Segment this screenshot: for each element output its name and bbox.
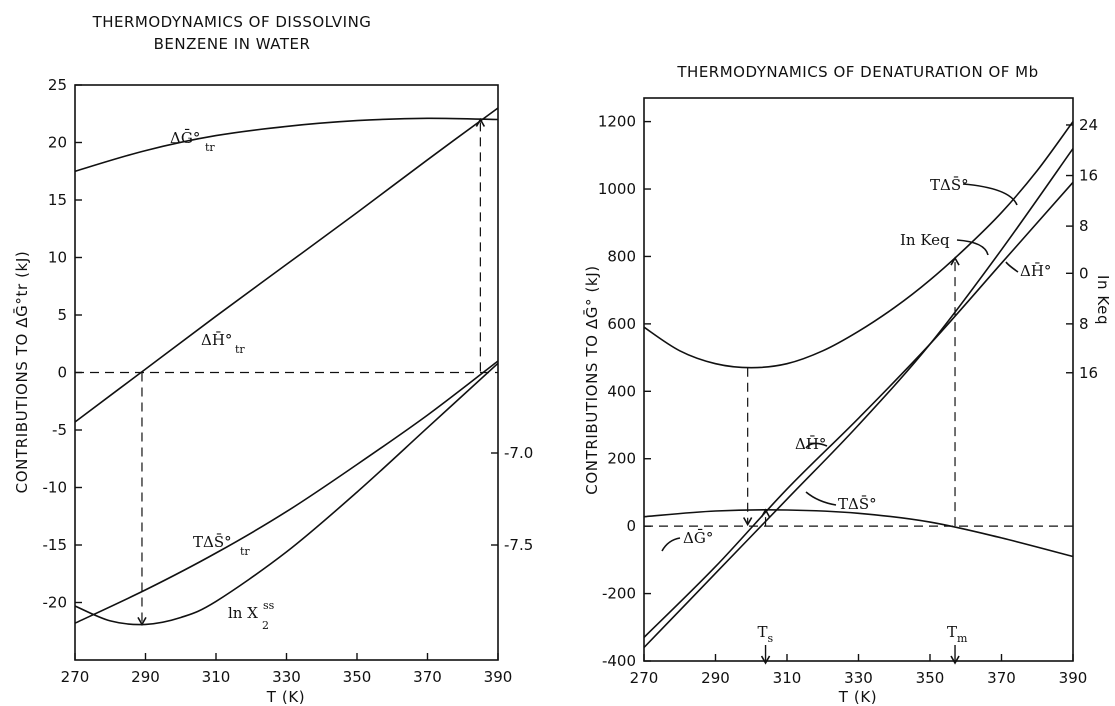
chart1-curves <box>74 107 499 626</box>
c1-x-tick-label: 290 <box>131 668 160 686</box>
chart2-label-lnK: In Keq <box>900 231 950 249</box>
chart2-right-axis-label: In Keq <box>1094 275 1112 325</box>
c2-series-lnK <box>643 121 1074 369</box>
c1-x-tick-label: 390 <box>484 668 513 686</box>
chart2-title: THERMODYNAMICS OF DENATURATION OF Mb <box>676 63 1038 81</box>
chart1-y-axis-label: CONTRIBUTIONS TO ΔḠ°tr (kJ) <box>13 251 31 494</box>
chart2-axes: 270 290 310 330 350 370 390 -400 -200 0 200 400 600 8… <box>598 113 1098 687</box>
c2-y-tick-label: 0 <box>626 517 636 535</box>
c1-series-dG <box>74 117 499 173</box>
chart1-x-axis-label: T (K) <box>266 688 305 706</box>
c2-guide-arrowhead <box>742 517 753 527</box>
c1-series-TdS <box>74 360 499 624</box>
chart2-curves <box>643 121 1074 649</box>
c2-y-tick-label: 200 <box>607 450 636 468</box>
c1-right-tick-label: -7.5 <box>504 536 533 554</box>
c2-y-tick-label: -200 <box>602 585 636 603</box>
chart2-pointer-lnK <box>956 239 989 256</box>
c2-right-tick-label: 24 <box>1079 116 1098 134</box>
c1-series-dH <box>74 107 499 423</box>
c1-y-tick-label: 20 <box>48 134 67 152</box>
chart-benzene: THERMODYNAMICS OF DISSOLVING BENZENE IN … <box>13 13 533 706</box>
c1-x-tick-label: 370 <box>413 668 442 686</box>
c1-right-tick-label: -7.0 <box>504 444 533 462</box>
c1-y-tick-label: -10 <box>43 479 68 497</box>
c1-y-tick-label: 15 <box>48 191 67 209</box>
c1-x-tick-label: 350 <box>343 668 372 686</box>
c2-marker-s-label: T <box>758 623 768 641</box>
c2-y-tick-label: 400 <box>607 382 636 400</box>
c1-y-tick-label: 10 <box>48 249 67 267</box>
c2-marker-m-arrowhead <box>950 655 960 665</box>
chart2-y-axis-label: CONTRIBUTIONS TO ΔḠ° (kJ) <box>583 265 601 494</box>
c2-y-tick-label: 800 <box>607 247 636 265</box>
c2-marker-s-arrowhead <box>760 655 771 665</box>
c2-series-TdS2 <box>643 148 1074 649</box>
c2-x-tick-label: 310 <box>773 669 802 687</box>
chart2-label-dH-upper: ΔH̄° <box>1020 262 1051 280</box>
chart2-pointer-dG <box>661 537 681 552</box>
chart1-label-lnX: ln X 2 ss <box>228 599 275 632</box>
chart1-guides <box>75 117 498 626</box>
c2-y-tick-label: 600 <box>607 315 636 333</box>
c1-y-tick-label: -5 <box>52 421 67 439</box>
c2-x-tick-label: 270 <box>630 669 659 687</box>
c2-y-tick-label: -400 <box>602 652 636 670</box>
chart1-TdS-label-main: TΔS̄° <box>193 533 232 551</box>
chart1-lnX-label-sub: 2 <box>262 619 269 632</box>
c1-x-tick-label: 270 <box>61 668 90 686</box>
chart2-guides <box>644 256 1073 527</box>
chart1-label-dH: ΔH̄° tr <box>201 331 245 356</box>
c2-series-dG2 <box>643 509 1074 558</box>
c2-x-tick-label: 350 <box>916 669 945 687</box>
chart1-label-dG: ΔḠ° tr <box>170 129 215 154</box>
c2-x-tick-label: 390 <box>1059 669 1088 687</box>
c2-right-tick-label: 8 <box>1079 217 1089 235</box>
c1-x-tick-label: 310 <box>202 668 231 686</box>
c2-right-tick-label: 0 <box>1079 264 1089 282</box>
chart2-pointer-TdS-lower <box>805 491 837 506</box>
c1-y-tick-label: 25 <box>48 76 67 94</box>
chart1-TdS-label-sub: tr <box>240 545 250 558</box>
c2-marker-s-sub: s <box>768 632 774 645</box>
chart-myoglobin: THERMODYNAMICS OF DENATURATION OF Mb 270… <box>583 63 1112 706</box>
c2-x-tick-label: 370 <box>987 669 1016 687</box>
chart1-lnX-label-sup: ss <box>263 599 275 612</box>
chart2-label-TdS-lower: TΔS̄° <box>838 495 877 513</box>
c2-series-dH2 <box>643 181 1074 638</box>
c2-marker-m-label: T <box>947 623 957 641</box>
chart1-dH-label-sub: tr <box>235 343 245 356</box>
chart1-axes: 270 290 310 330 350 370 390 -20 -15 -10 -5 0 5 10 15 20… <box>43 76 534 686</box>
chart2-label-TdS-upper: TΔS̄° <box>930 176 969 194</box>
c2-right-tick-label: 8 <box>1079 315 1089 333</box>
chart2-label-dG: ΔḠ° <box>683 529 713 547</box>
chart1-lnX-label-main: ln X <box>228 604 258 622</box>
chart2-x-axis-label: T (K) <box>838 688 877 706</box>
chart2-plot-frame <box>643 97 1074 662</box>
chart1-dG-label-sub: tr <box>205 141 215 154</box>
c2-x-tick-label: 330 <box>844 669 873 687</box>
c1-y-tick-label: 0 <box>57 364 67 382</box>
c2-right-tick-label: 16 <box>1079 364 1098 382</box>
c1-y-tick-label: -20 <box>43 594 68 612</box>
chart1-dG-label-main: ΔḠ° <box>170 129 200 147</box>
chart1-title-line2: BENZENE IN WATER <box>154 35 311 53</box>
chart2-pointer-TdS-upper <box>962 183 1018 206</box>
c2-y-tick-label: 1000 <box>598 180 636 198</box>
c2-x-tick-label: 290 <box>701 669 730 687</box>
c2-right-tick-label: 16 <box>1079 167 1098 185</box>
chart2-pointer-dH-upper <box>1005 261 1019 273</box>
chart1-dH-label-main: ΔH̄° <box>201 331 232 349</box>
chart1-title-line1: THERMODYNAMICS OF DISSOLVING <box>92 13 372 31</box>
c2-marker-m-sub: m <box>957 632 968 645</box>
chart1-label-TdS: TΔS̄° tr <box>193 533 250 558</box>
c1-x-tick-label: 330 <box>272 668 301 686</box>
c1-series-lnX <box>74 362 499 626</box>
c2-y-tick-label: 1200 <box>598 113 636 131</box>
c1-y-tick-label: 5 <box>57 306 67 324</box>
chart2-pointer-dH-lower <box>805 442 828 449</box>
c1-y-tick-label: -15 <box>43 536 68 554</box>
